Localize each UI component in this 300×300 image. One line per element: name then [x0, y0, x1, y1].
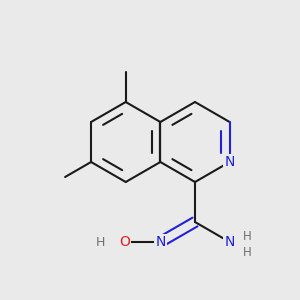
Text: H: H [243, 245, 251, 259]
Text: H: H [96, 236, 105, 248]
Text: O: O [119, 235, 130, 249]
Text: N: N [155, 235, 166, 249]
Text: H: H [243, 230, 251, 244]
Text: N: N [224, 155, 235, 169]
Text: N: N [224, 235, 235, 249]
